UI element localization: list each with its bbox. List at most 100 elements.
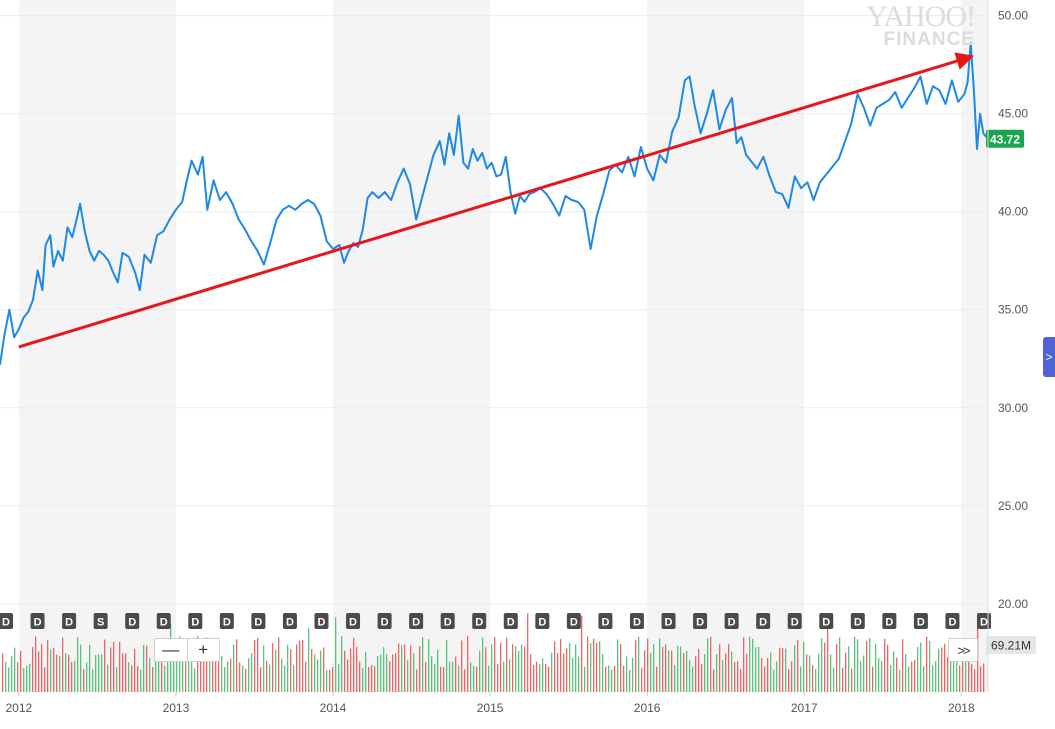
y-tick-label: 45.00 <box>998 107 1028 121</box>
volume-bar <box>836 643 838 692</box>
last-price-badge <box>986 129 1024 148</box>
volume-bar <box>908 666 910 692</box>
volume-bar <box>41 643 43 692</box>
volume-bar <box>422 637 424 692</box>
volume-bar <box>152 667 154 692</box>
volume-bar <box>110 647 112 692</box>
volume-bar <box>749 636 751 692</box>
volume-bar <box>449 661 451 692</box>
volume-bar <box>851 668 853 692</box>
volume-bar <box>932 665 934 692</box>
volume-bar <box>578 656 580 692</box>
y-tick-label: 20.00 <box>998 597 1028 611</box>
x-tick-label: 2013 <box>163 701 190 715</box>
zoom-divider <box>186 639 188 661</box>
volume-bar <box>146 645 148 692</box>
volume-bar <box>92 669 94 692</box>
volume-bar <box>530 654 532 692</box>
volume-bar <box>695 656 697 692</box>
y-tick-label: 30.00 <box>998 401 1028 415</box>
volume-bar <box>419 646 421 692</box>
volume-bar <box>182 655 184 692</box>
volume-bar <box>779 647 781 692</box>
volume-bar <box>122 653 124 692</box>
volume-bar <box>698 648 700 692</box>
volume-bar <box>815 669 817 692</box>
event-marker-box <box>787 613 802 629</box>
volume-bar <box>506 637 508 692</box>
volume-bar <box>878 658 880 692</box>
volume-bar <box>431 655 433 692</box>
volume-bar <box>875 643 877 692</box>
volume-bar <box>590 643 592 692</box>
zoom-out-button[interactable]: — <box>162 640 180 659</box>
volume-bar <box>119 641 121 692</box>
event-marker-label: D <box>854 617 862 629</box>
volume-bar <box>920 642 922 692</box>
volume-bar <box>803 642 805 692</box>
x-tick-label: 2016 <box>634 701 661 715</box>
volume-bar <box>452 661 454 692</box>
x-tick-label: 2018 <box>948 701 975 715</box>
event-marker-label: D <box>980 617 988 629</box>
event-marker-box <box>882 613 897 629</box>
volume-bar <box>344 650 346 692</box>
volume-bar <box>335 617 337 692</box>
volume-bar <box>575 644 577 692</box>
volume-bar <box>308 628 310 692</box>
volume-bar <box>872 666 874 692</box>
event-marker-box <box>724 613 739 629</box>
event-marker-box <box>156 613 171 629</box>
volume-bar <box>320 650 322 692</box>
volume-bar <box>338 664 340 692</box>
volume-bar <box>377 655 379 692</box>
volume-bar <box>719 644 721 692</box>
event-marker-label: D <box>570 617 578 629</box>
event-marker-box <box>377 613 392 629</box>
volume-bar <box>713 669 715 692</box>
event-marker-box <box>0 613 13 629</box>
volume-bar <box>527 613 529 692</box>
volume-bar <box>518 650 520 692</box>
volume-bar <box>617 639 619 692</box>
side-panel-toggle[interactable]: > <box>1043 337 1055 377</box>
volume-bar <box>848 646 850 692</box>
volume-bar <box>296 644 298 692</box>
volume-bar <box>797 640 799 692</box>
volume-bar <box>854 636 856 692</box>
volume-bar <box>773 669 775 692</box>
volume-bar <box>785 648 787 692</box>
scroll-right-button[interactable]: >> <box>948 638 978 662</box>
volume-bar <box>260 667 262 692</box>
volume-bar <box>383 647 385 692</box>
event-marker-label: S <box>97 617 104 629</box>
volume-bar <box>794 644 796 692</box>
zoom-in-button[interactable]: + <box>198 640 209 659</box>
volume-bar <box>416 669 418 692</box>
volume-bar <box>752 638 754 692</box>
volume-bar <box>440 666 442 692</box>
volume-bar <box>746 653 748 692</box>
volume-bar <box>653 644 655 692</box>
volume-bar <box>533 664 535 692</box>
volume-bar <box>71 661 73 692</box>
x-tick-label: 2012 <box>5 701 32 715</box>
volume-bar <box>707 638 709 692</box>
volume-bar <box>674 665 676 692</box>
volume-bar <box>68 654 70 692</box>
event-marker-box <box>440 613 455 629</box>
volume-bar <box>725 653 727 692</box>
volume-bar <box>179 636 181 692</box>
volume-bar <box>104 639 106 692</box>
volume-bar <box>305 661 307 692</box>
volume-bar <box>347 659 349 692</box>
y-tick-label: 50.00 <box>998 9 1028 23</box>
event-marker-box <box>282 613 297 629</box>
volume-bar <box>20 650 22 692</box>
event-marker-label: D <box>728 617 736 629</box>
volume-bar <box>485 647 487 692</box>
volume-bar <box>782 648 784 692</box>
volume-bar <box>113 641 115 692</box>
